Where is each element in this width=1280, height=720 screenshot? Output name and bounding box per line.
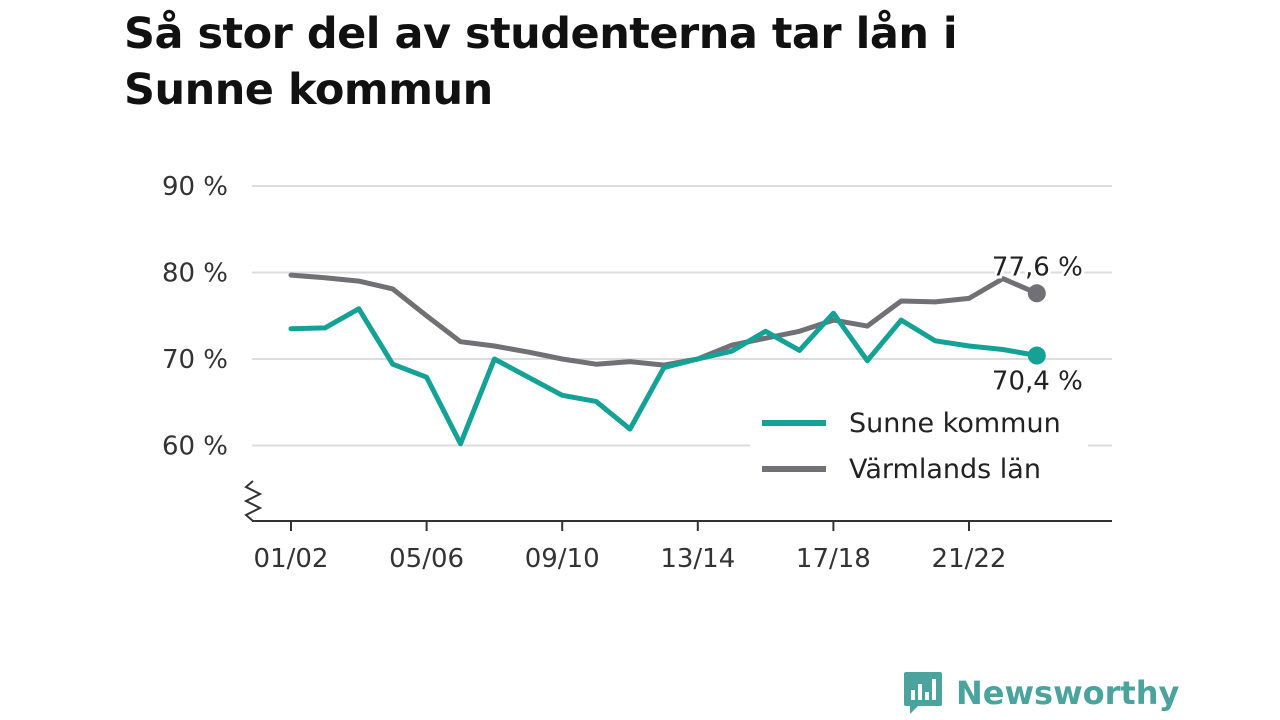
newsworthy-logo-icon: [904, 672, 942, 714]
y-tick-label: 90 %: [162, 172, 228, 202]
y-tick-label: 70 %: [162, 345, 228, 375]
x-tick-label: 13/14: [660, 544, 735, 574]
brand-name: Newsworthy: [956, 674, 1180, 712]
legend-label: Sunne kommun: [849, 408, 1061, 439]
series-end-label: 77,6 %: [992, 252, 1083, 282]
brand-logo: Newsworthy: [902, 670, 1179, 716]
series-lines: 70,4 % 77,6 %: [288, 249, 1086, 447]
legend-background: [750, 402, 1088, 494]
legend-label: Värmlands län: [849, 454, 1041, 485]
y-tick-label: 80 %: [162, 259, 228, 289]
x-tick-label: 09/10: [525, 544, 600, 574]
y-tick-label: 60 %: [162, 432, 228, 462]
series-end-point: [1027, 284, 1046, 303]
series-end-label: 70,4 %: [992, 367, 1083, 397]
chart-title: Så stor del av studenterna tar lån i Sun…: [124, 9, 958, 115]
x-tick-label: 21/22: [932, 544, 1007, 574]
legend: Sunne kommun Värmlands län: [750, 402, 1088, 494]
x-tick-label: 17/18: [796, 544, 871, 574]
x-axis: 01/02 05/06 09/10 13/14 17/18 21/22: [252, 520, 1112, 574]
y-axis: 60 % 70 % 80 % 90 %: [162, 172, 263, 522]
x-tick-label: 05/06: [389, 544, 464, 574]
x-tick-label: 01/02: [254, 544, 329, 574]
series-end-point: [1027, 346, 1046, 365]
series-line-1: [288, 272, 1040, 368]
axis-break-icon: [243, 480, 263, 522]
series-line-0: [288, 306, 1040, 447]
line-chart: 60 % 70 % 80 % 90 % 01/02 05/06 09/10 13/14 17/…: [162, 172, 1112, 574]
